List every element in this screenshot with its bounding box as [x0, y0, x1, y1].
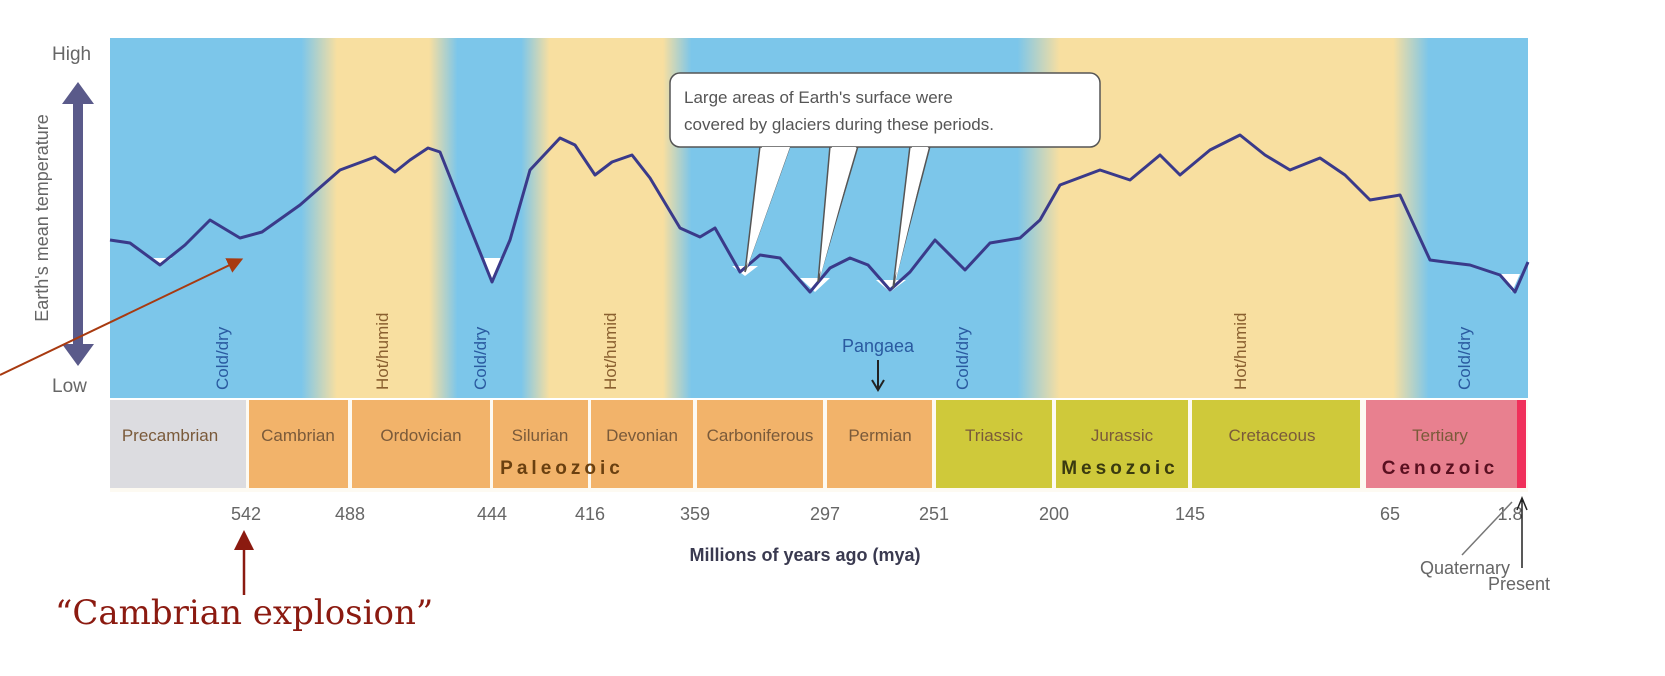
- period-precambrian: Precambrian: [122, 426, 218, 445]
- tick-label: 359: [680, 504, 710, 524]
- era-paleozoic: Paleozoic: [500, 458, 624, 479]
- climate-label: Cold/dry: [213, 326, 232, 390]
- tick-label: 297: [810, 504, 840, 524]
- period-cambrian: Cambrian: [261, 426, 335, 445]
- quaternary-label: Quaternary: [1420, 558, 1510, 578]
- tick-label: 200: [1039, 504, 1069, 524]
- tick-label: 416: [575, 504, 605, 524]
- climate-label: Cold/dry: [1455, 326, 1474, 390]
- callout-line-2: covered by glaciers during these periods…: [684, 115, 994, 134]
- pangaea-label: Pangaea: [842, 336, 915, 356]
- climate-label: Hot/humid: [601, 313, 620, 390]
- climate-label: Cold/dry: [471, 326, 490, 390]
- era-cenozoic: Cenozoic: [1382, 458, 1498, 479]
- temperature-curve: [109, 133, 1530, 294]
- period-permian: Permian: [848, 426, 911, 445]
- axis-low-label: Low: [52, 376, 87, 397]
- climate-label: Hot/humid: [373, 313, 392, 390]
- tick-label: 1.8: [1497, 504, 1522, 524]
- cambrian-explosion-annotation: “Cambrian explosion”: [55, 593, 433, 633]
- period-devonian: Devonian: [606, 426, 678, 445]
- period-triassic: Triassic: [965, 426, 1023, 445]
- present-arrow-icon: [1516, 496, 1528, 568]
- quaternary-pointer: [1461, 501, 1513, 556]
- period-cretaceous: Cretaceous: [1229, 426, 1316, 445]
- climate-label: Hot/humid: [1231, 313, 1250, 390]
- callout-line-1: Large areas of Earth's surface were: [684, 88, 953, 107]
- tick-label: 65: [1380, 504, 1400, 524]
- axis-high-label: High: [52, 44, 91, 65]
- present-label: Present: [1488, 574, 1550, 594]
- period-jurassic: Jurassic: [1091, 426, 1154, 445]
- tick-label: 145: [1175, 504, 1205, 524]
- tick-label: 444: [477, 504, 507, 524]
- x-axis-label: Millions of years ago (mya): [689, 545, 920, 565]
- annotation-arrow-icon: [0, 258, 244, 376]
- pangaea-arrow-icon: [871, 360, 885, 392]
- tick-label: 542: [231, 504, 261, 524]
- climate-label: Cold/dry: [953, 326, 972, 390]
- period-silurian: Silurian: [512, 426, 569, 445]
- y-axis-label: Earth's mean temperature: [32, 114, 52, 322]
- period-tertiary: Tertiary: [1412, 426, 1468, 445]
- tick-label: 488: [335, 504, 365, 524]
- period-ordovician: Ordovician: [380, 426, 461, 445]
- tick-label: 251: [919, 504, 949, 524]
- glacier-callout: Large areas of Earth's surface were cove…: [669, 72, 1101, 289]
- era-mesozoic: Mesozoic: [1061, 458, 1179, 479]
- period-carboniferous: Carboniferous: [707, 426, 814, 445]
- double-arrow-icon: [62, 82, 94, 366]
- period-bar: [110, 400, 1528, 492]
- cambrian-arrow-icon: [234, 530, 254, 595]
